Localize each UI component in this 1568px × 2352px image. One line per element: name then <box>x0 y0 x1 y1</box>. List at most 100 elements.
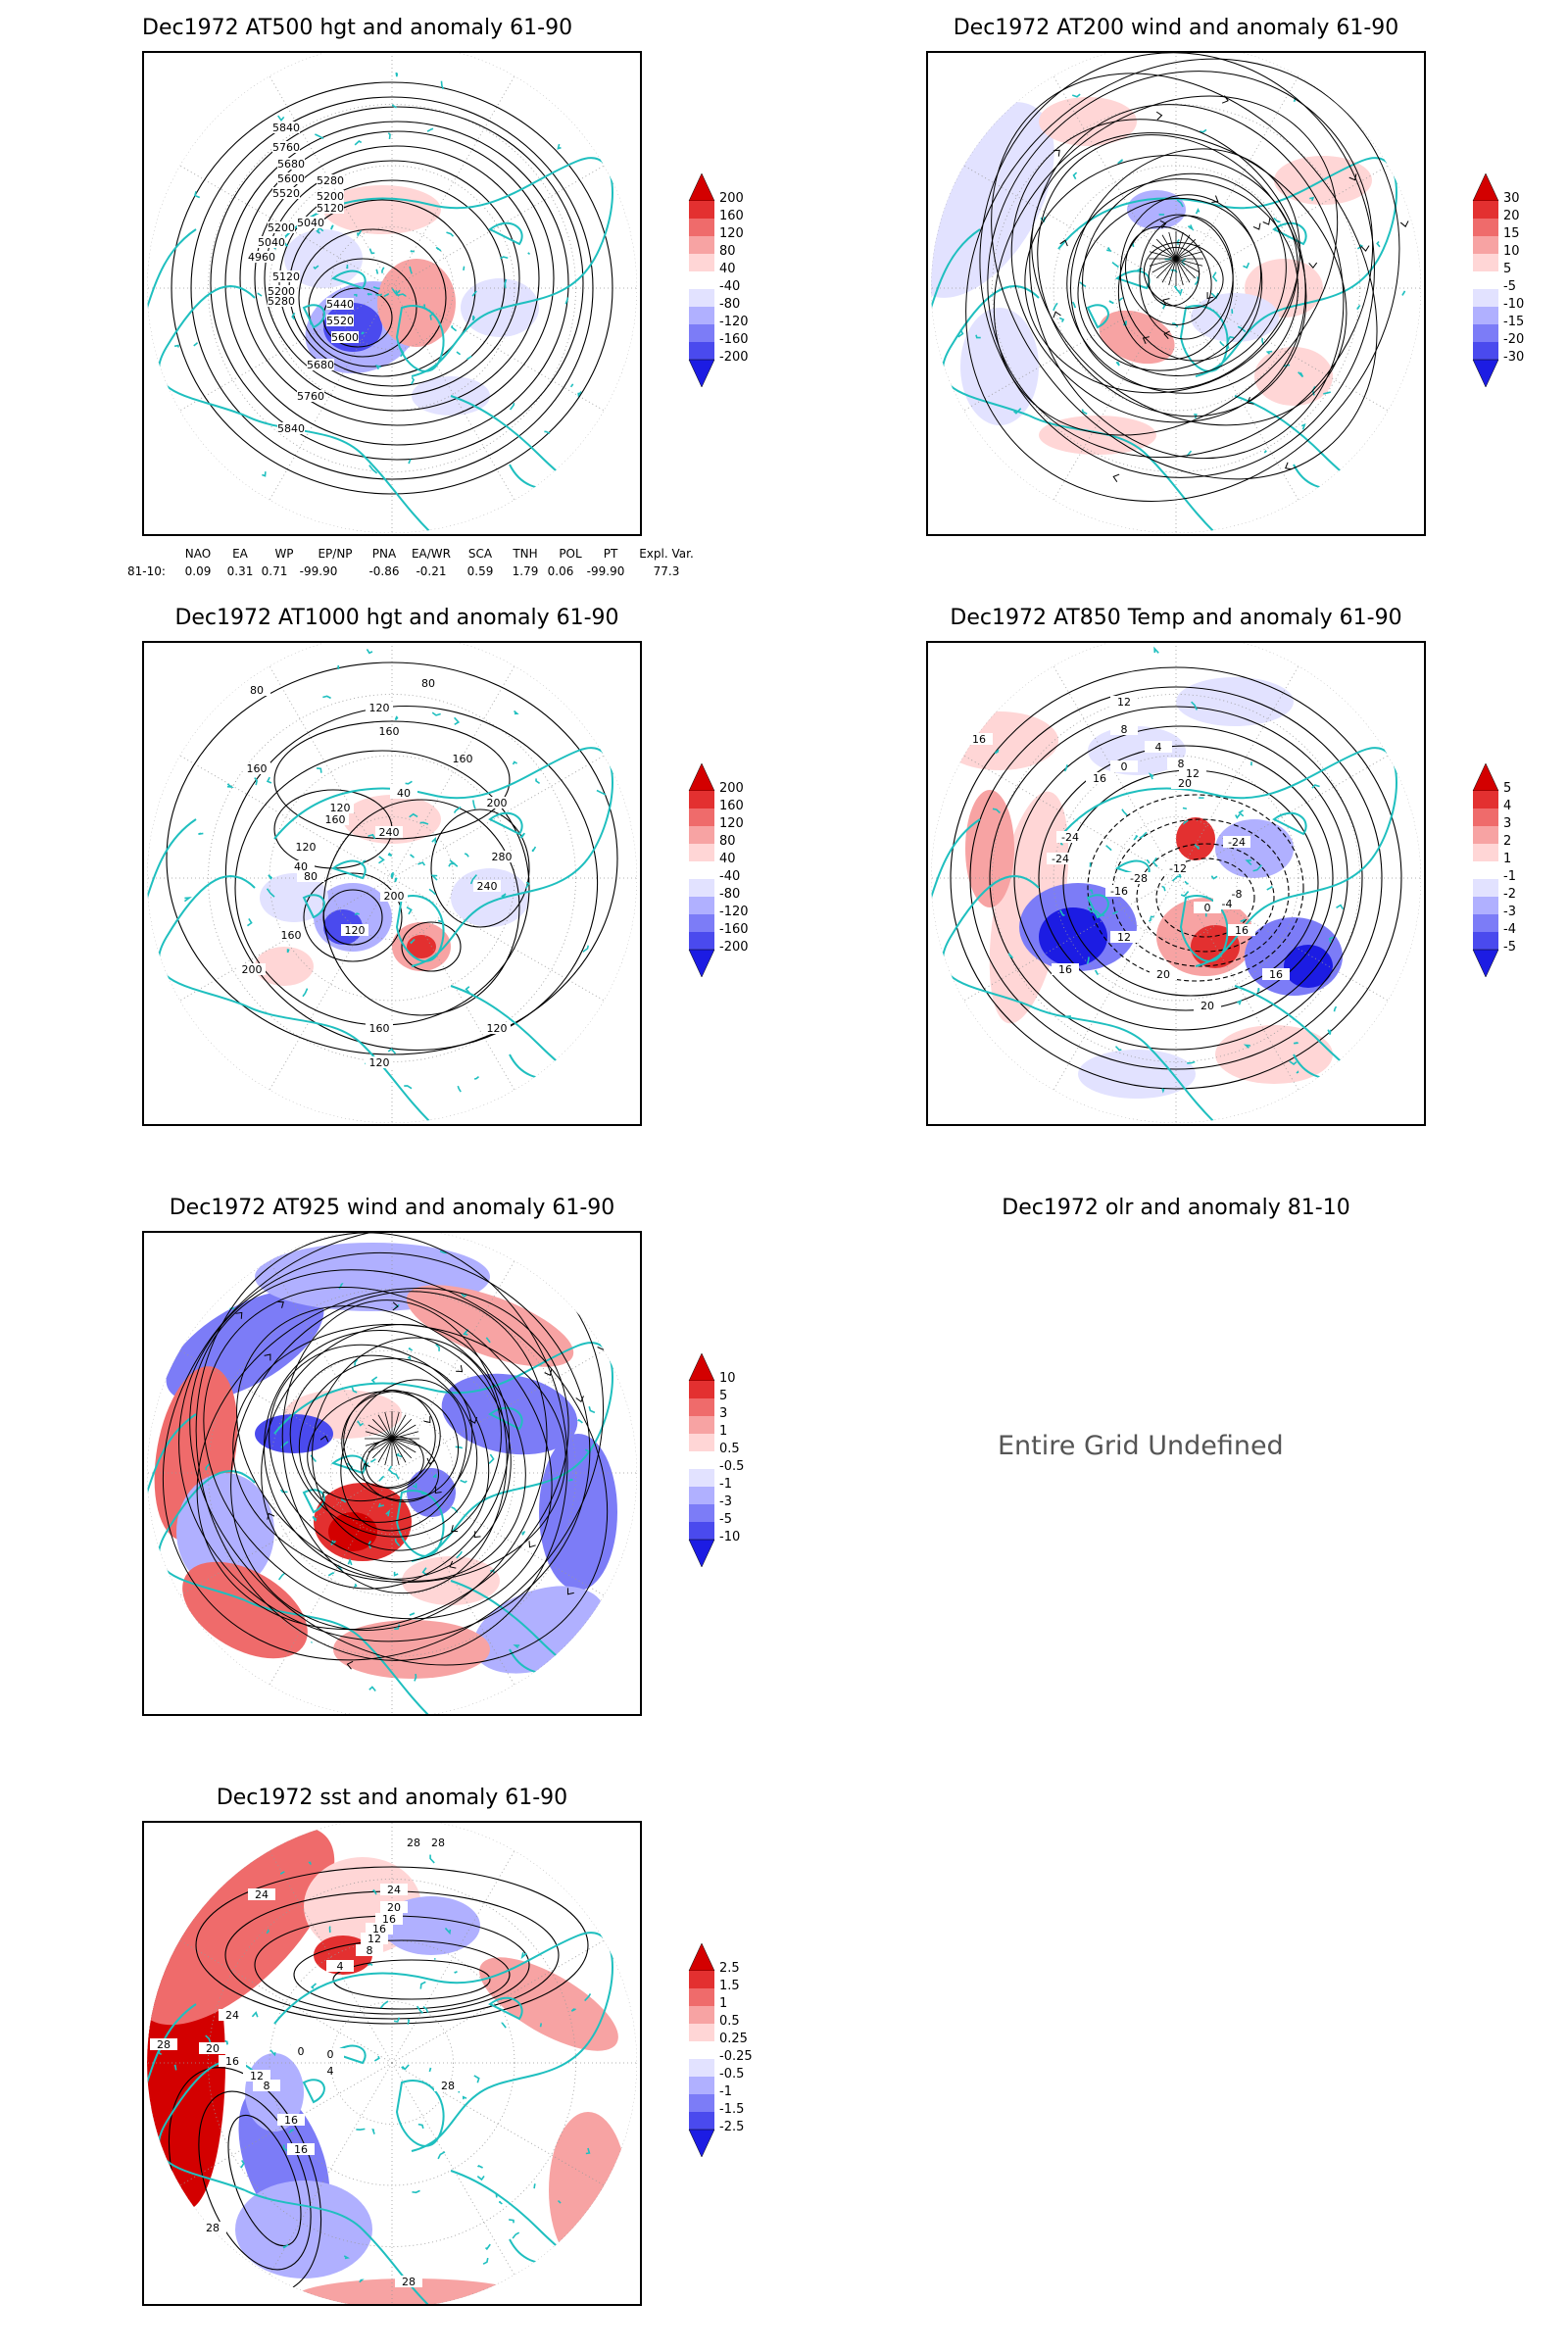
coastline-fragment <box>992 808 1001 814</box>
colorbar-segment <box>689 844 714 861</box>
streamline <box>189 1269 609 1666</box>
coastline-fragment <box>411 376 416 385</box>
coastline-fragment <box>410 250 415 253</box>
coastline-fragment <box>1182 819 1189 826</box>
colorbar-tick-label: 200 <box>719 191 744 206</box>
index-header: EP/NP <box>318 547 353 561</box>
contour-label-bg <box>243 684 270 696</box>
panel-title-at1000: Dec1972 AT1000 hgt and anomaly 61-90 <box>174 606 619 630</box>
colorbar-segment <box>689 2077 714 2094</box>
coastline <box>330 859 367 880</box>
contour-label: 28 <box>157 2038 171 2051</box>
contour-label-bg <box>1052 963 1079 975</box>
coastline <box>1057 157 1397 270</box>
coastline-fragment <box>277 1572 286 1581</box>
coastline-fragment <box>394 1538 401 1547</box>
coastline-fragment <box>407 2019 411 2025</box>
latitude-circle <box>208 694 576 1062</box>
coastline <box>1057 747 1397 859</box>
coastline-fragment <box>1323 391 1331 395</box>
map-content <box>147 1233 637 1714</box>
colorbar-segment <box>1473 289 1498 307</box>
meridian-line <box>1175 877 1389 1002</box>
contour-label-bg <box>258 236 285 248</box>
contour-label-bg <box>483 1022 511 1034</box>
coastline-fragment <box>1086 956 1090 964</box>
coastline-fragment <box>1296 1070 1299 1074</box>
colorbar-bottom-arrow <box>688 949 715 978</box>
coastline-fragment <box>310 1983 318 1989</box>
colorbar-tick-label: -200 <box>719 350 749 365</box>
coastline-fragment <box>527 252 531 256</box>
contour-label: 5680 <box>307 359 334 371</box>
contour-label-bg <box>366 1056 393 1068</box>
contour-line <box>195 1866 589 2025</box>
coastline-fragment <box>193 342 198 347</box>
coastline-fragment <box>1115 361 1120 367</box>
coastline-fragment <box>387 132 391 140</box>
meridian-line <box>391 2062 605 2186</box>
coastline <box>1114 270 1151 290</box>
coastline-fragment <box>198 832 204 835</box>
coastline-fragment <box>484 2243 491 2251</box>
coastline-fragment <box>501 893 507 898</box>
coastline-fragment <box>1289 1060 1298 1066</box>
contour-label: 80 <box>250 684 264 697</box>
coastline-fragment <box>520 1952 527 1960</box>
colorbar-svg <box>688 172 715 388</box>
colorbar-tick-label: 2 <box>1503 834 1512 849</box>
meridian-line <box>1053 287 1177 501</box>
contour-label-bg <box>1228 924 1255 936</box>
colorbar-tick-label: -0.25 <box>719 2049 753 2064</box>
colorbar-tick-label: -1 <box>719 1477 732 1492</box>
coastline-fragment <box>1311 784 1320 789</box>
contour-label: 5760 <box>297 390 324 403</box>
streamline-arrow <box>1053 311 1061 318</box>
streamline <box>203 1287 553 1620</box>
coastline-fragment <box>535 778 541 785</box>
colorbar-segment <box>689 236 714 254</box>
coastline-fragment <box>1071 301 1077 309</box>
colorbar-tick-label: 15 <box>1503 226 1520 241</box>
coastline-fragment <box>1187 1060 1196 1064</box>
coastline-fragment <box>410 938 416 945</box>
coastline-fragment <box>409 1612 416 1616</box>
index-value: -0.21 <box>416 564 447 578</box>
coastline-fragment <box>205 2034 212 2044</box>
contour-label: 16 <box>382 1913 396 1926</box>
contour-label-bg <box>253 2080 280 2091</box>
coastline-fragment <box>1263 450 1267 454</box>
coastline-fragment <box>1117 159 1124 165</box>
pole-streamline <box>371 1418 393 1440</box>
colorbar-tick-label: 2.5 <box>719 1961 740 1976</box>
contour-label-bg <box>317 2048 344 2060</box>
coastline-fragment <box>399 347 405 358</box>
coastline-fragment <box>1148 772 1154 780</box>
anomaly-region <box>960 308 1039 425</box>
streamline <box>341 1391 460 1501</box>
contour-label-bg <box>272 122 300 133</box>
coastline-fragment <box>463 266 466 271</box>
contour-label: 28 <box>206 2222 220 2234</box>
colorbar-svg <box>1472 762 1499 978</box>
pole-streamline <box>391 1438 416 1453</box>
coastline-fragment <box>577 1418 583 1424</box>
contour-label-bg <box>277 2114 305 2126</box>
coastline <box>244 1004 432 1123</box>
map-frame-at850: 12 16 8 4 0 8 12 20 16 -24 -24 -28 -16 -12 -24 -8 -4 0 16 1… <box>926 641 1426 1126</box>
contour-label: 16 <box>294 2143 308 2156</box>
contour-label: 8 <box>1178 758 1185 770</box>
colorbar-segment <box>1473 826 1498 844</box>
contour-label-bg <box>449 753 476 764</box>
contour-line <box>264 160 520 397</box>
pole-streamline <box>1161 234 1177 260</box>
coastline <box>273 1932 613 2044</box>
contour-label: 120 <box>369 1056 390 1069</box>
coastline-fragment <box>957 328 964 338</box>
contour-label: 0 <box>1121 760 1128 773</box>
coastline-fragment <box>266 776 272 784</box>
contour-label-bg <box>219 2009 246 2021</box>
coastline-fragment <box>431 836 437 844</box>
colorbar-at500: 200 160 120 80 40 -40 -80 -120 -160 -200 <box>686 172 784 411</box>
meridian-line <box>269 877 393 1091</box>
